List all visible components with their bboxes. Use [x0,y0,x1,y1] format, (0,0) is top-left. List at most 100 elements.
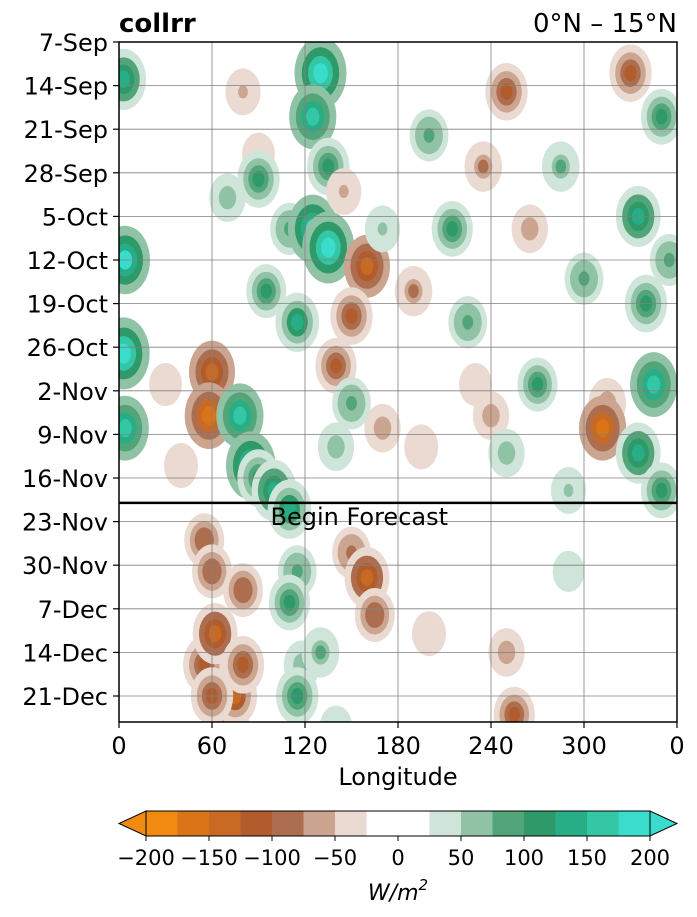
anomaly-contour [330,358,342,374]
x-tick-label: 0 [669,732,684,760]
grid-lines [119,42,677,722]
colorbar-segment [618,811,650,836]
anomaly-contour [233,406,247,425]
colorbar-tick-label: 50 [448,846,475,870]
colorbar-segment [555,811,587,836]
y-tick-label: 14-Dec [22,639,108,667]
colorbar-segment [177,811,209,836]
anomaly-contour [555,159,567,174]
anomaly-contour [237,582,249,598]
anomaly-contour [531,377,544,393]
anomaly-contour [501,446,512,460]
y-tick-label: 7-Sep [39,29,108,57]
anomaly-contour [631,444,645,462]
anomaly-blob [541,141,580,192]
y-tick-label: 23-Nov [22,509,108,537]
y-tick-label: 5-Oct [42,203,108,231]
anomaly-contour [291,564,303,579]
anomaly-contour [524,222,535,236]
anomaly-contour [477,159,489,174]
anomaly-blob [412,611,446,657]
anomaly-contour [338,184,349,199]
colorbar-tick-label: 200 [630,846,670,870]
colorbar-segment [272,811,304,836]
colorbar: −200 −150 −100 −50 0 50 100 150 200 [117,810,679,870]
anomaly-contour [260,283,272,299]
anomaly-contour [595,419,610,438]
y-tick-label: 21-Sep [24,116,108,144]
anomaly-blob [289,84,337,150]
anomaly-contour [237,656,249,673]
anomaly-contour [655,108,668,125]
anomaly-blob [221,636,265,694]
colorbar-segment [335,811,367,836]
anomaly-blob [302,211,355,284]
anomaly-blob [332,526,371,579]
anomaly-blob [630,352,677,417]
anomaly-contour [360,569,374,587]
colorbar-segment [209,811,241,836]
y-tick-label: 9-Nov [37,421,108,449]
anomaly-contour [377,222,388,236]
colorbar-segment [303,811,335,836]
anomaly-contour [322,158,335,175]
anomaly-blob [317,422,355,472]
anomaly-blob [237,150,280,208]
anomaly-blob [517,357,558,412]
anomaly-blob [330,287,373,345]
y-axis: 7-Sep 14-Sep 21-Sep 28-Sep 5-Oct 12-Oct 19-Oct… [22,29,119,711]
y-tick-label: 16-Nov [22,465,108,493]
anomaly-contour [119,70,130,88]
y-tick-label: 2-Nov [37,378,108,406]
anomaly-blob [354,588,395,643]
anomaly-contour [408,284,419,299]
colorbar-segment [146,811,178,836]
anomaly-contour [283,500,296,518]
anomaly-contour [306,107,320,126]
colorbar-tick-label: −200 [117,846,175,870]
colorbar-unit-exponent: 2 [419,876,429,894]
colorbar-segment [524,811,556,836]
y-tick-label: 14-Sep [24,73,108,101]
anomaly-contour [423,128,435,143]
anomaly-blob [149,362,182,407]
anomaly-contour [462,314,474,330]
anomaly-blob [550,467,587,514]
anomaly-contour [176,459,186,472]
anomaly-contour [345,307,358,325]
colorbar-extend-min [117,810,147,837]
anomaly-blob [209,173,246,223]
colorbar-extend-max [649,810,679,837]
colorbar-segment [366,811,430,836]
colorbar-label: W/m2 [368,876,428,906]
anomaly-blob [579,395,627,461]
colorbar-unit: W/m [368,881,419,906]
anomaly-contour [320,237,336,258]
anomaly-contour [647,375,661,394]
anomaly-contour [377,421,388,435]
anomaly-blob [459,362,492,407]
anomaly-contour [416,440,427,454]
y-tick-label: 7-Dec [38,596,108,624]
x-tick-label: 0 [111,732,126,760]
anomaly-blob [404,424,439,470]
chart-title: collrr [119,9,196,39]
y-tick-label: 21-Dec [22,683,108,711]
anomaly-contour [500,83,513,100]
anomaly-blob [344,234,390,298]
anomaly-contour [564,565,573,578]
anomaly-blob [364,205,401,253]
y-tick-label: 12-Oct [27,247,108,275]
y-tick-label: 26-Oct [27,334,108,362]
anomaly-contour [360,257,374,276]
anomaly-blob [192,603,238,665]
anomaly-contour [238,85,248,99]
region-label: 0°N – 15°N [533,9,677,39]
anomaly-contour [283,594,296,611]
colorbar-segment [240,811,272,836]
anomaly-contour [313,63,328,84]
colorbar-tick-label: 0 [391,846,404,870]
colorbar-tick-label: −100 [243,846,301,870]
anomaly-blob [640,462,677,519]
anomaly-blob [164,443,198,489]
